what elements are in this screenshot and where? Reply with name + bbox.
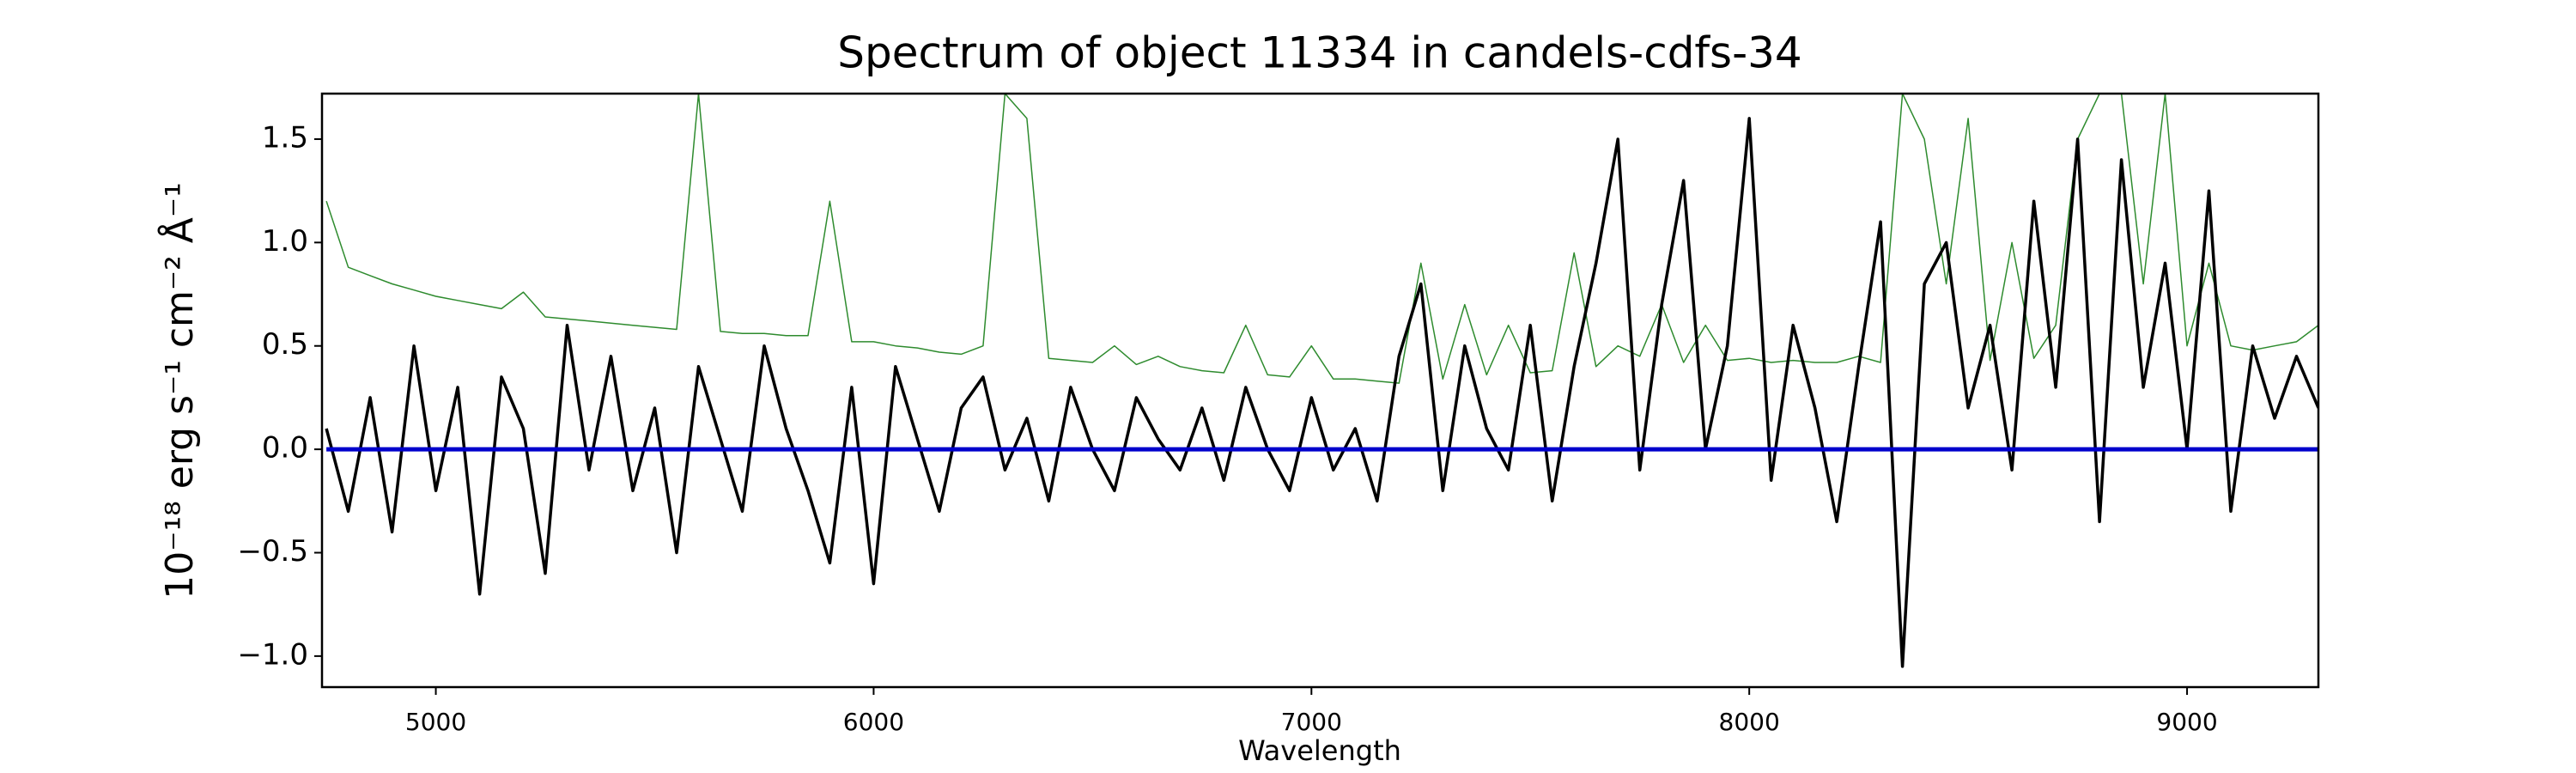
x-tick-label: 7000: [1281, 708, 1342, 736]
y-tick-label: −0.5: [237, 534, 308, 569]
y-tick-label: 0.5: [262, 327, 308, 362]
x-axis-label: Wavelength: [1238, 734, 1401, 767]
y-tick-label: 1.0: [262, 224, 308, 259]
x-tick-label: 8000: [1719, 708, 1780, 736]
plot-lines: [325, 94, 2318, 668]
spectrum-line: [325, 94, 2318, 384]
y-axis-label: 10⁻¹⁸ erg s⁻¹ cm⁻² Å⁻¹: [156, 182, 202, 599]
plot-frame: [320, 92, 2320, 689]
x-tick-label: 5000: [405, 708, 466, 736]
x-tick-label: 9000: [2156, 708, 2217, 736]
y-tick-label: −1.0: [237, 637, 308, 672]
spectrum-line: [325, 117, 2318, 668]
chart-title: Spectrum of object 11334 in candels-cdfs…: [837, 28, 1802, 78]
y-tick-label: 0.0: [262, 431, 308, 466]
x-tick-label: 6000: [843, 708, 904, 736]
y-tick-label: 1.5: [262, 120, 308, 155]
